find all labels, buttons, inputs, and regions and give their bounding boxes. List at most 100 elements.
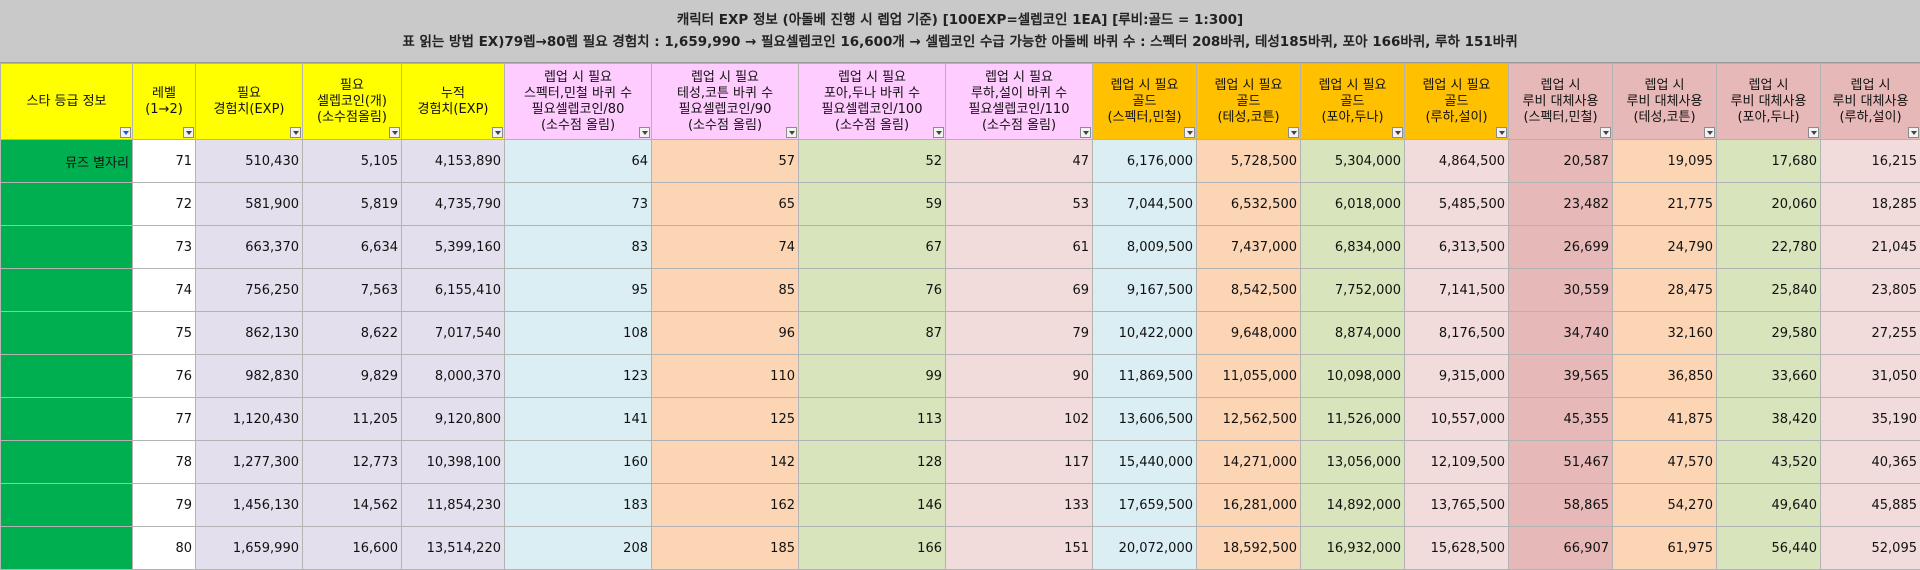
value-cell[interactable]: 9,120,800 [402, 398, 505, 441]
value-cell[interactable]: 45,355 [1509, 398, 1613, 441]
value-cell[interactable]: 151 [946, 527, 1093, 570]
value-cell[interactable]: 21,045 [1821, 226, 1920, 269]
value-cell[interactable]: 36,850 [1613, 355, 1717, 398]
value-cell[interactable]: 4,735,790 [402, 183, 505, 226]
value-cell[interactable]: 66,907 [1509, 527, 1613, 570]
value-cell[interactable]: 53 [946, 183, 1093, 226]
value-cell[interactable]: 9,315,000 [1405, 355, 1509, 398]
value-cell[interactable]: 61,975 [1613, 527, 1717, 570]
value-cell[interactable]: 160 [505, 441, 652, 484]
value-cell[interactable]: 6,634 [303, 226, 402, 269]
value-cell[interactable]: 56,440 [1717, 527, 1821, 570]
value-cell[interactable]: 14,562 [303, 484, 402, 527]
value-cell[interactable]: 10,422,000 [1093, 312, 1197, 355]
value-cell[interactable]: 4,153,890 [402, 140, 505, 183]
star-grade-cell[interactable] [1, 312, 133, 355]
value-cell[interactable]: 54,270 [1613, 484, 1717, 527]
value-cell[interactable]: 23,805 [1821, 269, 1920, 312]
level-cell[interactable]: 76 [133, 355, 196, 398]
value-cell[interactable]: 67 [799, 226, 946, 269]
value-cell[interactable]: 7,563 [303, 269, 402, 312]
value-cell[interactable]: 52 [799, 140, 946, 183]
value-cell[interactable]: 10,398,100 [402, 441, 505, 484]
level-cell[interactable]: 72 [133, 183, 196, 226]
level-cell[interactable]: 71 [133, 140, 196, 183]
value-cell[interactable]: 83 [505, 226, 652, 269]
value-cell[interactable]: 208 [505, 527, 652, 570]
value-cell[interactable]: 51,467 [1509, 441, 1613, 484]
value-cell[interactable]: 5,485,500 [1405, 183, 1509, 226]
value-cell[interactable]: 58,865 [1509, 484, 1613, 527]
value-cell[interactable]: 12,773 [303, 441, 402, 484]
value-cell[interactable]: 581,900 [196, 183, 303, 226]
filter-dropdown-icon[interactable] [1080, 127, 1091, 138]
filter-dropdown-icon[interactable] [492, 127, 503, 138]
star-grade-cell[interactable] [1, 527, 133, 570]
value-cell[interactable]: 29,580 [1717, 312, 1821, 355]
value-cell[interactable]: 20,072,000 [1093, 527, 1197, 570]
value-cell[interactable]: 7,141,500 [1405, 269, 1509, 312]
value-cell[interactable]: 6,834,000 [1301, 226, 1405, 269]
value-cell[interactable]: 123 [505, 355, 652, 398]
filter-dropdown-icon[interactable] [639, 127, 650, 138]
value-cell[interactable]: 5,819 [303, 183, 402, 226]
value-cell[interactable]: 38,420 [1717, 398, 1821, 441]
value-cell[interactable]: 21,775 [1613, 183, 1717, 226]
value-cell[interactable]: 17,659,500 [1093, 484, 1197, 527]
value-cell[interactable]: 4,864,500 [1405, 140, 1509, 183]
value-cell[interactable]: 13,606,500 [1093, 398, 1197, 441]
star-grade-cell[interactable] [1, 398, 133, 441]
star-grade-cell[interactable] [1, 441, 133, 484]
value-cell[interactable]: 30,559 [1509, 269, 1613, 312]
value-cell[interactable]: 7,437,000 [1197, 226, 1301, 269]
value-cell[interactable]: 11,205 [303, 398, 402, 441]
value-cell[interactable]: 141 [505, 398, 652, 441]
value-cell[interactable]: 183 [505, 484, 652, 527]
value-cell[interactable]: 87 [799, 312, 946, 355]
value-cell[interactable]: 20,587 [1509, 140, 1613, 183]
value-cell[interactable]: 9,167,500 [1093, 269, 1197, 312]
filter-dropdown-icon[interactable] [1808, 127, 1819, 138]
filter-dropdown-icon[interactable] [1288, 127, 1299, 138]
value-cell[interactable]: 28,475 [1613, 269, 1717, 312]
value-cell[interactable]: 69 [946, 269, 1093, 312]
value-cell[interactable]: 65 [652, 183, 799, 226]
value-cell[interactable]: 16,600 [303, 527, 402, 570]
value-cell[interactable]: 57 [652, 140, 799, 183]
star-grade-cell[interactable] [1, 183, 133, 226]
value-cell[interactable]: 33,660 [1717, 355, 1821, 398]
value-cell[interactable]: 14,892,000 [1301, 484, 1405, 527]
value-cell[interactable]: 59 [799, 183, 946, 226]
value-cell[interactable]: 18,592,500 [1197, 527, 1301, 570]
level-cell[interactable]: 79 [133, 484, 196, 527]
value-cell[interactable]: 16,281,000 [1197, 484, 1301, 527]
level-cell[interactable]: 73 [133, 226, 196, 269]
filter-dropdown-icon[interactable] [1392, 127, 1403, 138]
value-cell[interactable]: 8,622 [303, 312, 402, 355]
value-cell[interactable]: 32,160 [1613, 312, 1717, 355]
value-cell[interactable]: 10,557,000 [1405, 398, 1509, 441]
value-cell[interactable]: 7,752,000 [1301, 269, 1405, 312]
value-cell[interactable]: 7,044,500 [1093, 183, 1197, 226]
value-cell[interactable]: 24,790 [1613, 226, 1717, 269]
value-cell[interactable]: 5,399,160 [402, 226, 505, 269]
value-cell[interactable]: 10,098,000 [1301, 355, 1405, 398]
filter-dropdown-icon[interactable] [120, 127, 131, 138]
value-cell[interactable]: 73 [505, 183, 652, 226]
value-cell[interactable]: 9,648,000 [1197, 312, 1301, 355]
value-cell[interactable]: 15,628,500 [1405, 527, 1509, 570]
value-cell[interactable]: 20,060 [1717, 183, 1821, 226]
value-cell[interactable]: 41,875 [1613, 398, 1717, 441]
value-cell[interactable]: 6,313,500 [1405, 226, 1509, 269]
value-cell[interactable]: 16,215 [1821, 140, 1920, 183]
value-cell[interactable]: 1,120,430 [196, 398, 303, 441]
value-cell[interactable]: 862,130 [196, 312, 303, 355]
value-cell[interactable]: 185 [652, 527, 799, 570]
value-cell[interactable]: 26,699 [1509, 226, 1613, 269]
value-cell[interactable]: 125 [652, 398, 799, 441]
value-cell[interactable]: 45,885 [1821, 484, 1920, 527]
value-cell[interactable]: 6,155,410 [402, 269, 505, 312]
filter-dropdown-icon[interactable] [1496, 127, 1507, 138]
value-cell[interactable]: 142 [652, 441, 799, 484]
value-cell[interactable]: 1,277,300 [196, 441, 303, 484]
